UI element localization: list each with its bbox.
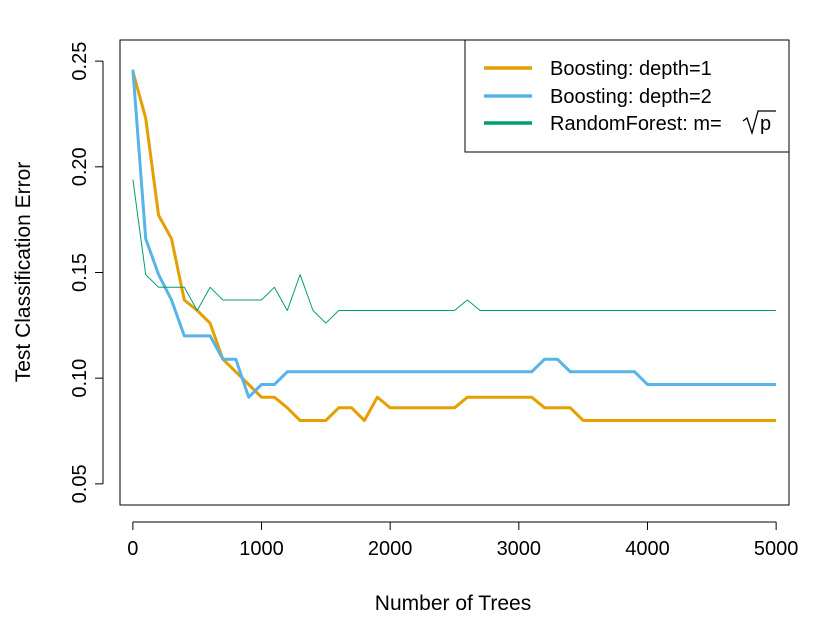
y-tick-label: 0.05 (69, 464, 91, 503)
x-tick-label: 4000 (625, 538, 670, 560)
y-tick-label: 0.10 (69, 359, 91, 398)
x-tick-label: 5000 (754, 538, 799, 560)
x-axis-title: Number of Trees (375, 592, 531, 615)
y-tick-label: 0.25 (69, 42, 91, 81)
y-tick-label: 0.20 (69, 147, 91, 186)
y-axis: 0.05 0.10 0.15 0.20 0.25 (69, 42, 104, 503)
legend-label-randomforest: RandomForest: m= (550, 113, 722, 135)
series-line-randomforest (132, 179, 777, 324)
legend-label-boosting-depth1: Boosting: depth=1 (550, 58, 712, 80)
y-tick-label: 0.15 (69, 253, 91, 292)
series-line-boosting-depth1 (131, 71, 777, 422)
x-axis: 0 1000 2000 3000 4000 5000 (127, 521, 799, 560)
legend-label-randomforest-radicand: p (760, 113, 771, 135)
plot-frame (119, 39, 790, 506)
y-axis-title: Test Classification Error (12, 162, 35, 383)
x-tick-label: 2000 (368, 538, 413, 560)
sqrt-radical-icon (742, 110, 776, 136)
series-line-boosting-depth2 (131, 69, 777, 399)
x-tick-label: 3000 (497, 538, 542, 560)
x-tick-label: 0 (127, 538, 138, 560)
x-tick-label: 1000 (239, 538, 284, 560)
legend: Boosting: depth=1 Boosting: depth=2 Rand… (464, 39, 790, 153)
legend-label-boosting-depth2: Boosting: depth=2 (550, 86, 712, 108)
series-layer (131, 69, 777, 422)
